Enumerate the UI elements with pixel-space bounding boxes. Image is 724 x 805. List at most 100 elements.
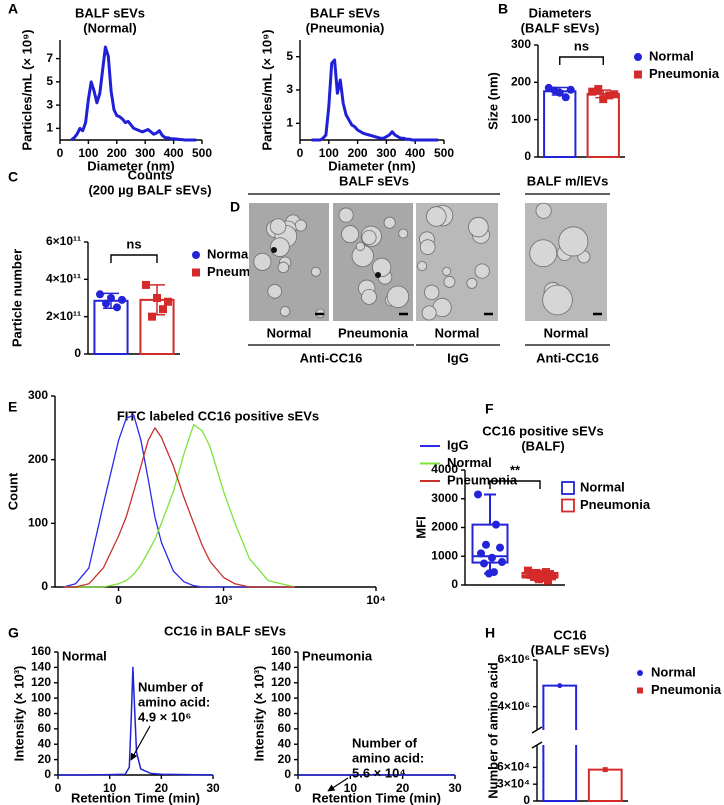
series-label: Pneumonia <box>302 648 373 663</box>
y-tick-label: 3 <box>286 82 293 96</box>
y-tick-label: 40 <box>278 736 292 750</box>
data-point <box>588 87 597 96</box>
data-point <box>610 90 619 99</box>
y-tick-label: 0 <box>523 793 530 805</box>
legend-label: Pneumonia <box>649 66 720 81</box>
y-axis-label: Particles/mL (× 10⁹) <box>19 29 34 150</box>
y-tick-label: 1000 <box>431 548 458 562</box>
data-point <box>594 85 603 94</box>
panel-letter: A <box>8 1 18 17</box>
x-axis-label: Diameter (nm) <box>87 158 174 173</box>
legend-swatch <box>637 670 643 676</box>
x-tick-label: 100 <box>78 146 98 160</box>
y-tick-label: 160 <box>271 644 291 658</box>
chart-title: Counts <box>128 167 173 182</box>
data-point <box>118 295 126 304</box>
y-tick-label: 200 <box>511 75 531 89</box>
data-point <box>544 576 552 585</box>
x-tick-label: 0 <box>55 781 62 795</box>
data-point <box>605 91 614 100</box>
legend-label: Pneumonia <box>580 497 651 512</box>
data-point <box>599 95 608 104</box>
annotation: 5.6 × 10⁴ <box>352 765 406 780</box>
significance-bracket <box>559 56 604 65</box>
data-point <box>159 305 167 314</box>
bar <box>543 90 577 158</box>
vesicle <box>466 277 478 289</box>
vesicle <box>269 218 287 235</box>
panel-letter: F <box>485 401 494 417</box>
axis-break <box>531 726 543 749</box>
data-point <box>488 553 496 562</box>
vesicle <box>426 206 447 227</box>
vesicle <box>398 228 409 239</box>
vesicle <box>386 285 410 308</box>
vesicle <box>542 284 573 316</box>
data-line <box>58 666 214 776</box>
vesicle <box>424 284 440 301</box>
y-tick-label: 120 <box>271 675 291 689</box>
series-label: Normal <box>62 648 107 663</box>
legend-label: Normal <box>649 48 694 63</box>
vesicle <box>341 225 360 244</box>
value-dot <box>557 683 563 689</box>
vesicle <box>442 266 452 276</box>
y-tick-label: 40 <box>38 736 52 750</box>
x-tick-label: 200 <box>107 146 127 160</box>
vesicle <box>535 202 552 219</box>
vesicle <box>338 207 354 223</box>
panel-letter: C <box>8 169 18 185</box>
vesicle <box>443 275 456 288</box>
bar <box>587 768 623 803</box>
data-point <box>524 566 532 575</box>
y-tick-label: 80 <box>278 706 292 720</box>
x-tick-label: 500 <box>192 146 212 160</box>
y-tick-label: 300 <box>28 388 48 402</box>
legend-swatch <box>561 481 575 495</box>
data-point <box>164 297 172 306</box>
legend-swatch <box>634 70 642 79</box>
y-tick-label: 0 <box>524 149 531 163</box>
chart-subtitle: (BALF) <box>521 438 564 453</box>
x-axis-label: Retention Time (min) <box>312 790 441 805</box>
gold-particle <box>375 272 381 278</box>
legend-label: Normal <box>580 479 625 494</box>
antibody-label: Anti-CC16 <box>536 350 599 365</box>
chart-subtitle: (Normal) <box>83 20 136 35</box>
y-tick-label: 0 <box>44 767 51 781</box>
group-title: BALF sEVs <box>339 173 409 188</box>
legend-label: Normal <box>207 246 252 261</box>
annotation: amino acid: <box>352 750 424 765</box>
data-point <box>482 540 490 549</box>
vesicle <box>372 257 392 278</box>
y-tick-label: 6×10¹¹ <box>46 234 81 248</box>
y-tick-label: 100 <box>271 690 291 704</box>
data-point <box>498 558 506 566</box>
panel-letter: B <box>498 1 508 17</box>
y-tick-label: 4×10¹¹ <box>46 272 81 286</box>
y-axis-label: Particles/mL (× 10⁹) <box>259 29 274 150</box>
bar <box>542 684 578 802</box>
significance-bracket <box>110 254 158 263</box>
y-tick-label: 5 <box>46 74 53 88</box>
data-point <box>548 572 556 581</box>
y-tick-label: 20 <box>38 752 52 766</box>
significance-bracket <box>489 480 541 489</box>
annotation: 4.9 × 10⁶ <box>138 709 191 724</box>
x-tick-label: 0 <box>115 593 122 607</box>
y-tick-label: 7 <box>46 51 53 65</box>
vesicle <box>417 261 428 272</box>
y-axis-label: Intensity (× 10³) <box>251 666 266 762</box>
data-point <box>544 83 553 92</box>
y-tick-label: 6×10⁴ <box>497 760 530 774</box>
y-tick-label: 0 <box>284 767 291 781</box>
y-axis-label: Intensity (× 10³) <box>11 666 26 762</box>
data-point <box>535 575 543 584</box>
data-point <box>566 85 575 94</box>
chart-title: Diameters <box>529 5 592 20</box>
y-tick-label: 60 <box>278 721 292 735</box>
legend-label: Pneumonia <box>651 682 722 697</box>
data-point <box>474 490 482 499</box>
y-tick-label: 60 <box>38 721 52 735</box>
data-point <box>496 543 504 552</box>
